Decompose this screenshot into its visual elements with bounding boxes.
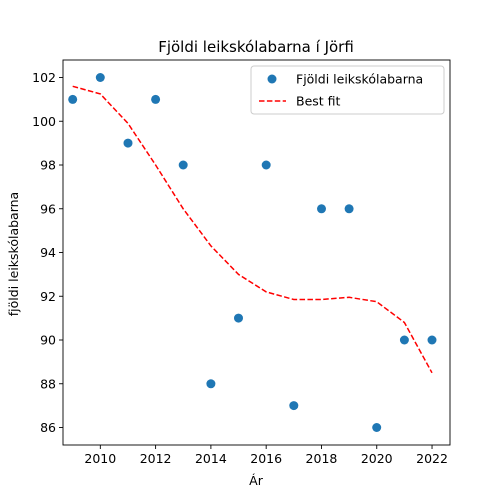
data-point — [68, 94, 78, 104]
y-axis: 86 88 90 92 94 96 98 100 102 — [32, 70, 63, 435]
x-tick-label: 2018 — [306, 451, 338, 466]
legend-marker-swatch — [267, 74, 277, 84]
legend-box — [250, 65, 445, 115]
x-tick-label: 2020 — [361, 451, 393, 466]
data-point — [317, 204, 326, 214]
data-point — [344, 204, 354, 214]
data-point — [234, 313, 243, 323]
chart-title: Fjöldi leikskólabarna í Jörfi — [158, 38, 354, 56]
data-point — [399, 335, 409, 345]
y-tick-label: 94 — [40, 245, 56, 260]
legend-label: Fjöldi leikskólabarna — [296, 72, 423, 87]
y-tick-label: 100 — [32, 114, 56, 129]
data-point — [372, 423, 382, 432]
data-point — [427, 335, 437, 345]
data-point — [123, 138, 133, 148]
y-tick-label: 90 — [40, 333, 56, 348]
y-tick-label: 98 — [40, 158, 56, 173]
y-tick-label: 92 — [40, 289, 56, 304]
data-point — [178, 160, 188, 170]
y-tick-label: 88 — [40, 376, 56, 391]
data-point — [261, 160, 271, 170]
x-tick-label: 2012 — [140, 451, 172, 466]
legend: Fjöldi leikskólabarna Best fit — [250, 65, 445, 115]
legend-label: Best fit — [296, 94, 341, 109]
y-tick-label: 86 — [40, 420, 56, 435]
y-tick-label: 102 — [32, 70, 56, 85]
y-tick-label: 96 — [40, 201, 56, 216]
x-tick-label: 2022 — [416, 451, 448, 466]
data-point — [206, 379, 216, 389]
x-axis: 2010 2012 2014 2016 2018 2020 2022 — [84, 445, 448, 466]
x-tick-label: 2016 — [250, 451, 282, 466]
x-tick-label: 2010 — [84, 451, 116, 466]
data-point — [151, 94, 161, 104]
y-axis-label: fjöldi leikskólabarna — [6, 192, 21, 316]
x-axis-label: Ár — [249, 473, 264, 488]
best-fit-line — [72, 85, 433, 374]
x-tick-label: 2014 — [195, 451, 227, 466]
data-point — [289, 401, 299, 411]
data-point — [95, 73, 105, 82]
plot-area — [62, 59, 451, 446]
